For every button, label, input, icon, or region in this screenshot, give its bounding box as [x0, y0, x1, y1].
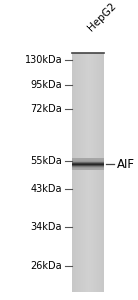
Bar	[87, 53, 88, 292]
Bar	[84, 53, 85, 292]
Bar	[81, 53, 82, 292]
Text: 34kDa: 34kDa	[31, 222, 62, 232]
Bar	[72, 160, 104, 161]
Bar	[72, 161, 104, 162]
Bar	[93, 53, 94, 292]
Text: 72kDa: 72kDa	[30, 104, 62, 114]
Bar	[72, 165, 104, 166]
Bar	[88, 53, 89, 292]
Bar	[76, 53, 77, 292]
Bar	[94, 53, 95, 292]
Bar	[85, 53, 86, 292]
Bar	[82, 53, 83, 292]
Bar	[102, 53, 103, 292]
Bar	[80, 53, 81, 292]
Bar	[86, 53, 87, 292]
Bar	[89, 53, 90, 292]
Bar	[98, 53, 99, 292]
Bar	[72, 169, 104, 170]
Bar	[72, 168, 104, 169]
Text: 130kDa: 130kDa	[25, 55, 62, 65]
Bar	[78, 53, 79, 292]
Bar	[72, 166, 104, 167]
Bar	[103, 53, 104, 292]
Bar	[74, 53, 75, 292]
Text: 26kDa: 26kDa	[31, 261, 62, 271]
Bar	[100, 53, 101, 292]
Bar	[72, 53, 73, 292]
Bar	[73, 53, 74, 292]
Text: HepG2: HepG2	[86, 1, 119, 33]
Bar	[97, 53, 98, 292]
Bar	[101, 53, 102, 292]
Bar	[95, 53, 96, 292]
Bar	[75, 53, 76, 292]
Text: 55kDa: 55kDa	[30, 157, 62, 166]
Bar	[92, 53, 93, 292]
Bar	[77, 53, 78, 292]
Bar	[96, 53, 97, 292]
Bar	[79, 53, 80, 292]
Bar	[91, 53, 92, 292]
Bar	[99, 53, 100, 292]
Bar	[72, 167, 104, 168]
Text: AIF: AIF	[116, 158, 135, 171]
Bar	[72, 162, 104, 163]
Bar	[83, 53, 84, 292]
Bar	[90, 53, 91, 292]
Bar	[72, 160, 104, 161]
Bar	[72, 163, 104, 164]
Bar	[72, 169, 104, 170]
Text: 95kDa: 95kDa	[31, 80, 62, 90]
Bar	[72, 159, 104, 160]
Bar	[72, 164, 104, 165]
Bar	[72, 158, 104, 159]
Text: 43kDa: 43kDa	[31, 184, 62, 194]
